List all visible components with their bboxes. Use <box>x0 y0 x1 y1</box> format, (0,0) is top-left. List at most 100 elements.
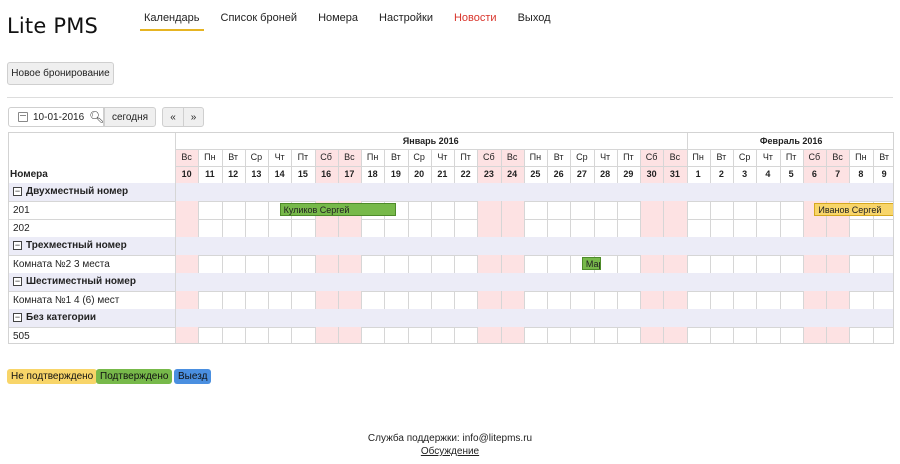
weekend-cell[interactable] <box>477 327 501 343</box>
booking-bar[interactable]: Иванов Сергей <box>814 203 893 216</box>
nav-logout[interactable]: Выход <box>517 12 551 24</box>
weekend-cell[interactable] <box>477 219 501 237</box>
collapse-toggle-icon[interactable]: − <box>13 240 22 250</box>
weekend-cell[interactable] <box>314 255 338 273</box>
weekend-cell[interactable] <box>175 255 199 273</box>
day-of-week: Пн <box>204 152 216 162</box>
collapse-toggle-icon[interactable]: − <box>13 276 22 286</box>
weekend-cell[interactable] <box>826 219 850 237</box>
weekend-cell[interactable] <box>640 291 664 309</box>
weekend-cell[interactable] <box>314 291 338 309</box>
nav-news[interactable]: Новости <box>453 12 497 24</box>
nav-bookings[interactable]: Список броней <box>220 12 298 24</box>
weekend-cell[interactable] <box>500 291 524 309</box>
day-of-week: Пн <box>366 152 379 162</box>
new-booking-button[interactable]: Новое бронирование <box>7 62 114 85</box>
weekend-cell[interactable] <box>500 327 524 343</box>
grid-line <box>663 219 665 237</box>
booking-bar[interactable]: Мар <box>581 257 601 270</box>
grid-line <box>384 291 386 309</box>
date-input[interactable]: 10-01-2016 <box>33 112 85 123</box>
grid-line <box>454 219 455 237</box>
day-of-week: Ср <box>738 152 751 162</box>
discussion-link[interactable]: Обсуждение <box>420 446 480 457</box>
day-number: 26 <box>553 169 564 179</box>
collapse-toggle-icon[interactable]: − <box>13 186 22 196</box>
weekend-cell[interactable] <box>802 255 826 273</box>
day-number: 18 <box>367 169 378 179</box>
date-picker[interactable]: 10-01-2016 🔍︎ <box>8 107 104 127</box>
booking-bar[interactable]: Куликов Сергей <box>279 203 396 216</box>
weekend-cell[interactable] <box>477 201 501 219</box>
grid-line <box>477 291 479 309</box>
grid-line <box>872 149 874 183</box>
grid-line <box>384 327 386 343</box>
grid-line <box>175 166 893 167</box>
weekend-cell[interactable] <box>500 255 524 273</box>
grid-line <box>244 201 246 219</box>
day-of-week: Вт <box>228 152 239 162</box>
grid-line <box>709 327 711 343</box>
nav-settings[interactable]: Настройки <box>379 12 433 24</box>
grid-line <box>593 149 595 183</box>
weekend-cell[interactable] <box>314 219 338 237</box>
day-of-week: Чт <box>437 152 448 162</box>
weekend-cell[interactable] <box>640 255 664 273</box>
nav-calendar[interactable]: Календарь <box>140 11 204 31</box>
grid-line <box>779 255 781 273</box>
weekend-cell[interactable] <box>640 201 664 219</box>
day-of-week: Вт <box>879 152 890 162</box>
weekend-cell[interactable] <box>663 219 687 237</box>
grid-line <box>244 219 246 237</box>
weekend-cell[interactable] <box>640 327 664 343</box>
weekend-cell[interactable] <box>337 219 361 237</box>
search-icon[interactable]: 🔍︎ <box>89 110 105 124</box>
grid-line <box>733 219 734 237</box>
weekend-cell[interactable] <box>826 291 850 309</box>
weekend-cell[interactable] <box>337 327 361 343</box>
day-number: 3 <box>742 169 748 179</box>
grid-line <box>361 327 362 343</box>
weekend-cell[interactable] <box>826 255 850 273</box>
weekend-cell[interactable] <box>500 219 524 237</box>
grid-line <box>523 219 525 237</box>
day-number: 19 <box>390 169 401 179</box>
prev-button[interactable]: « <box>162 107 184 127</box>
grid-line <box>337 255 339 273</box>
next-button[interactable]: » <box>183 107 204 127</box>
weekend-cell[interactable] <box>175 219 199 237</box>
weekend-cell[interactable] <box>826 327 850 343</box>
grid-line <box>779 149 781 183</box>
weekend-cell[interactable] <box>640 219 664 237</box>
weekend-cell[interactable] <box>314 327 338 343</box>
weekend-cell[interactable] <box>477 291 501 309</box>
grid-line <box>9 219 893 220</box>
weekend-cell[interactable] <box>337 291 361 309</box>
weekend-cell[interactable] <box>802 291 826 309</box>
weekend-cell[interactable] <box>663 327 687 343</box>
nav-rooms[interactable]: Номера <box>318 12 359 24</box>
grid-line <box>756 327 758 343</box>
weekend-cell[interactable] <box>802 327 826 343</box>
grid-line <box>268 149 269 183</box>
weekend-cell[interactable] <box>663 255 687 273</box>
weekend-cell[interactable] <box>663 201 687 219</box>
weekend-cell[interactable] <box>175 201 199 219</box>
weekend-cell[interactable] <box>802 219 826 237</box>
weekend-cell[interactable] <box>175 291 199 309</box>
today-button[interactable]: сегодня <box>104 107 156 127</box>
weekend-cell[interactable] <box>175 327 199 343</box>
weekend-cell[interactable] <box>500 201 524 219</box>
grid-line <box>477 201 479 219</box>
weekend-cell[interactable] <box>663 291 687 309</box>
app-logo: Lite PMS <box>7 14 99 38</box>
grid-line <box>454 291 455 309</box>
day-of-week: Ср <box>250 152 263 162</box>
weekend-cell[interactable] <box>337 255 361 273</box>
collapse-toggle-icon[interactable]: − <box>13 312 22 322</box>
room-label: 201 <box>13 205 30 216</box>
day-number: 11 <box>205 169 215 179</box>
grid-line <box>407 255 409 273</box>
grid-line <box>430 149 432 183</box>
weekend-cell[interactable] <box>477 255 501 273</box>
